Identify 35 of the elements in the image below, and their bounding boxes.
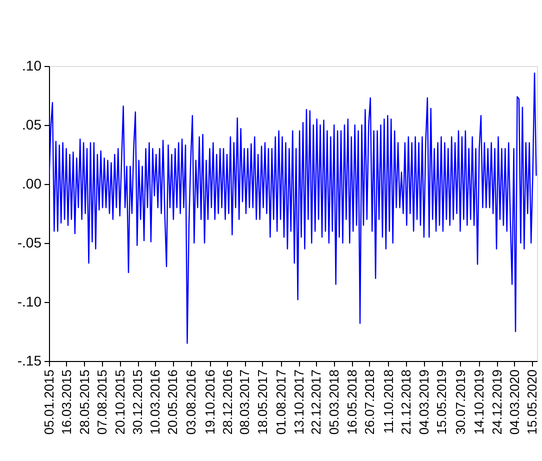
x-tick-label: 11.10.2018 [380, 370, 396, 434]
x-tick-label: 05.03.2018 [326, 370, 342, 435]
x-tick-label: 08.03.2017 [237, 370, 252, 435]
x-tick-label: 22.12.2017 [308, 370, 324, 435]
x-tick-label: 15.05.2019 [434, 370, 450, 435]
y-tick-label: -.10 [17, 294, 42, 310]
y-tick-label: .00 [22, 176, 42, 192]
x-tick-label: 16.05.2018 [344, 370, 360, 435]
x-tick-label: 04.03.2019 [416, 370, 432, 435]
x-tick-label: 03.08.2016 [184, 370, 199, 435]
x-tick-label: 14.10.2019 [472, 370, 487, 435]
x-tick-label: 21.12.2018 [398, 370, 414, 435]
x-tick-label: 15.05.2020 [524, 370, 540, 435]
x-tick-label: 04.03.2020 [506, 370, 522, 435]
x-tick-label: 01.08.2017 [273, 370, 288, 435]
x-tick-label: 28.05.2015 [76, 370, 92, 435]
x-tick-label: 16.03.2015 [58, 370, 74, 435]
x-tick-label: 20.05.2016 [165, 370, 180, 435]
x-tick-label: 05.01.2015 [42, 370, 56, 435]
y-tick-label: -.05 [17, 234, 42, 250]
x-tick-label: 19.10.2016 [202, 370, 218, 435]
y-tick-label: .10 [22, 58, 42, 74]
x-tick-label: 18.05.2017 [254, 370, 270, 435]
x-tick-label: 10.03.2016 [148, 370, 163, 435]
x-tick-label: 07.08.2015 [94, 370, 110, 435]
x-tick-label: 28.12.2016 [220, 370, 235, 435]
y-tick-label: .05 [22, 116, 42, 132]
y-tick-label: -.15 [17, 352, 42, 368]
x-tick-label: 24.12.2019 [489, 370, 504, 435]
x-tick-label: 13.10.2017 [291, 370, 306, 435]
x-tick-label: 30.12.2015 [130, 370, 146, 435]
line-series [49, 72, 537, 344]
x-tick-label: 20.10.2015 [112, 370, 128, 435]
x-tick-label: 30.07.2019 [452, 370, 468, 435]
x-tick-label: 26.07.2018 [362, 370, 377, 435]
